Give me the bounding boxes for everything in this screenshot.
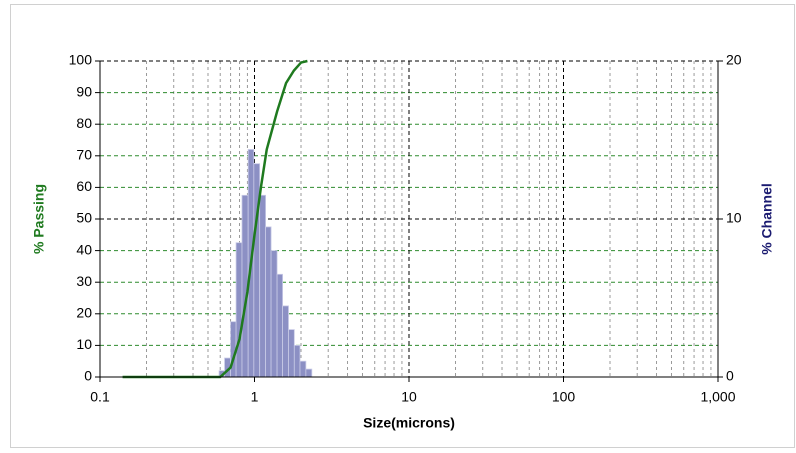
y2-tick-label: 0 (726, 368, 734, 384)
bar (265, 226, 272, 378)
passing-curve (122, 59, 308, 379)
y2-tick-label: 20 (726, 52, 742, 68)
bar (288, 329, 295, 378)
x-tick-label: 0.1 (90, 389, 110, 405)
bar (282, 305, 289, 378)
y-tick-label: 70 (76, 147, 92, 163)
y-tick-label: 10 (76, 336, 92, 352)
y2-axis-label: % Channel (759, 183, 775, 255)
x-tick-label: 100 (552, 389, 576, 405)
bar (299, 360, 307, 378)
bar (305, 368, 313, 378)
frame (10, 4, 795, 448)
y2-tick-label: 10 (726, 210, 742, 226)
y-tick-label: 80 (76, 115, 92, 131)
y-tick-label: 100 (69, 52, 93, 68)
x-tick-label: 1 (251, 389, 259, 405)
y-tick-label: 0 (84, 368, 92, 384)
bar (235, 242, 243, 378)
bar (293, 344, 301, 378)
y-tick-label: 90 (76, 83, 92, 99)
y-tick-label: 50 (76, 210, 92, 226)
y-tick-label: 30 (76, 273, 92, 289)
x-axis-label: Size(microns) (363, 415, 455, 431)
y-tick-label: 40 (76, 241, 92, 257)
bar (276, 273, 283, 378)
y-tick-label: 20 (76, 305, 92, 321)
bar (270, 250, 278, 378)
x-tick-label: 10 (401, 389, 417, 405)
x-tick-label: 1,000 (700, 389, 735, 405)
y-tick-label: 60 (76, 178, 92, 194)
y-axis-label: % Passing (31, 184, 47, 254)
bar (259, 194, 267, 378)
